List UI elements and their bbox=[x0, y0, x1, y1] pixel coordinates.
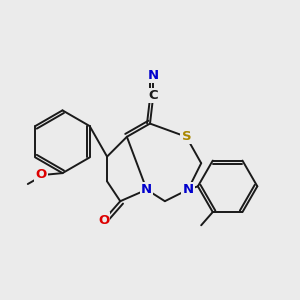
Text: N: N bbox=[182, 183, 194, 196]
Text: O: O bbox=[35, 168, 46, 181]
Text: N: N bbox=[141, 183, 152, 196]
Text: N: N bbox=[148, 68, 159, 82]
Text: S: S bbox=[182, 130, 191, 143]
Text: C: C bbox=[148, 89, 158, 102]
Text: O: O bbox=[98, 214, 110, 226]
